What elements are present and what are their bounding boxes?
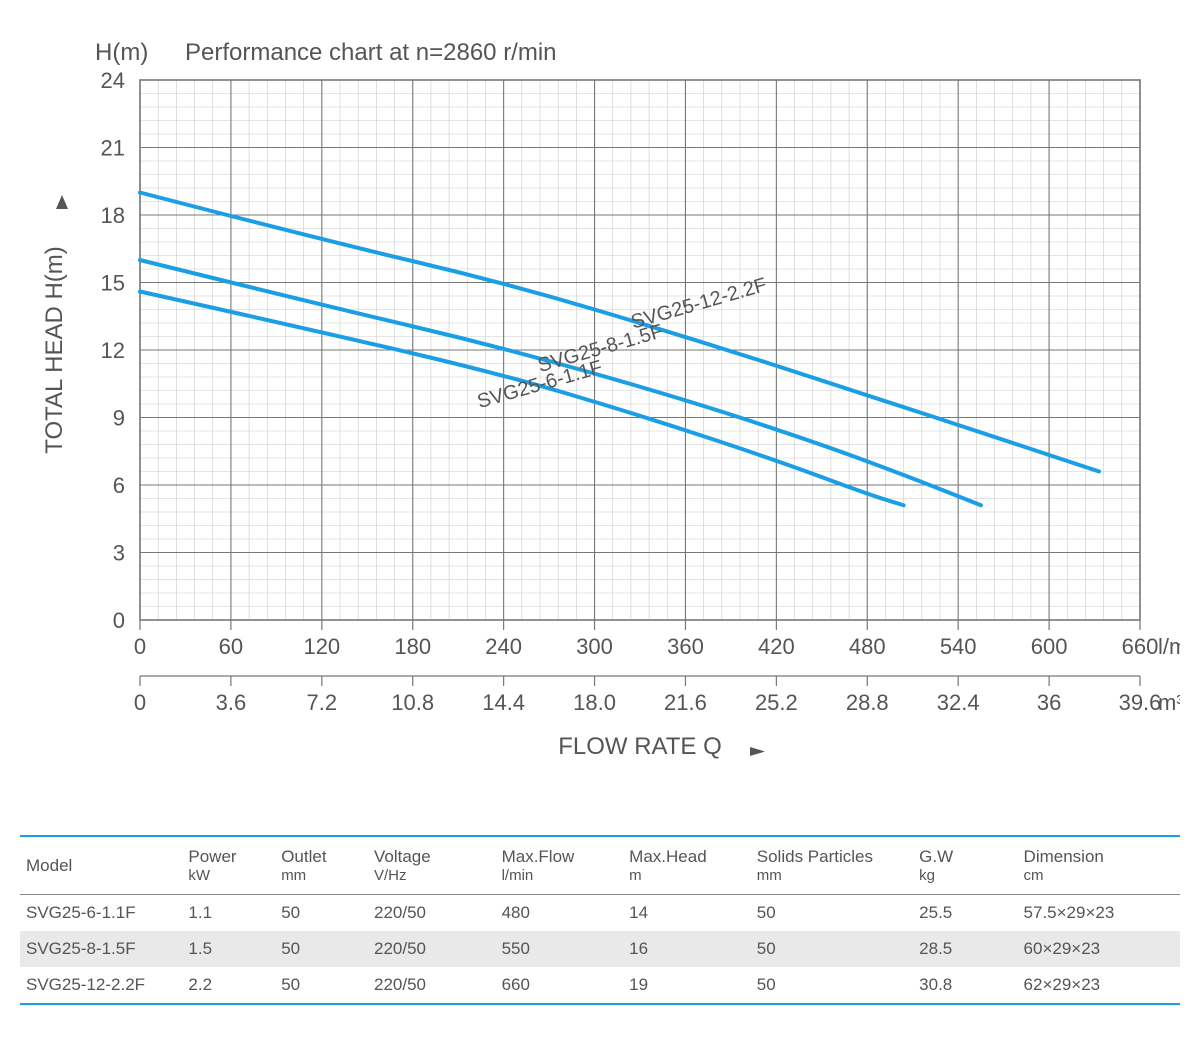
table-cell: 220/50 bbox=[368, 967, 496, 1004]
table-cell: 480 bbox=[496, 895, 624, 932]
svg-text:0: 0 bbox=[134, 634, 146, 659]
table-row: SVG25-12-2.2F2.250220/50660195030.862×29… bbox=[20, 967, 1180, 1004]
col-header: Outletmm bbox=[275, 836, 368, 895]
col-header: Solids Particlesmm bbox=[751, 836, 913, 895]
svg-text:32.4: 32.4 bbox=[937, 690, 980, 715]
table-cell: 660 bbox=[496, 967, 624, 1004]
col-header-label: Max.Head bbox=[629, 847, 706, 866]
svg-text:18: 18 bbox=[101, 203, 125, 228]
svg-text:600: 600 bbox=[1031, 634, 1068, 659]
svg-text:9: 9 bbox=[113, 406, 125, 431]
table-cell: 220/50 bbox=[368, 895, 496, 932]
table-cell: 19 bbox=[623, 967, 751, 1004]
col-header-unit: V/Hz bbox=[374, 867, 490, 884]
col-header-label: Voltage bbox=[374, 847, 431, 866]
svg-text:7.2: 7.2 bbox=[307, 690, 338, 715]
svg-text:540: 540 bbox=[940, 634, 977, 659]
svg-text:180: 180 bbox=[394, 634, 431, 659]
svg-text:39.6: 39.6 bbox=[1119, 690, 1162, 715]
col-header: PowerkW bbox=[182, 836, 275, 895]
svg-text:0: 0 bbox=[134, 690, 146, 715]
table-cell: 28.5 bbox=[913, 931, 1017, 967]
col-header-unit: mm bbox=[281, 867, 362, 884]
table-cell: 550 bbox=[496, 931, 624, 967]
table-cell: SVG25-12-2.2F bbox=[20, 967, 182, 1004]
table-cell: 50 bbox=[275, 931, 368, 967]
col-header-label: Power bbox=[188, 847, 236, 866]
table-cell: 50 bbox=[751, 931, 913, 967]
table-cell: 50 bbox=[275, 967, 368, 1004]
table-cell: 14 bbox=[623, 895, 751, 932]
svg-text:36: 36 bbox=[1037, 690, 1061, 715]
performance-chart: H(m)Performance chart at n=2860 r/min036… bbox=[20, 20, 1180, 815]
svg-text:480: 480 bbox=[849, 634, 886, 659]
svg-text:FLOW RATE Q: FLOW RATE Q bbox=[558, 733, 722, 760]
svg-text:TOTAL HEAD H(m): TOTAL HEAD H(m) bbox=[41, 246, 68, 454]
col-header-label: Dimension bbox=[1024, 847, 1104, 866]
col-header-label: Outlet bbox=[281, 847, 326, 866]
table-cell: 1.5 bbox=[182, 931, 275, 967]
table-cell: SVG25-6-1.1F bbox=[20, 895, 182, 932]
table-cell: 62×29×23 bbox=[1018, 967, 1180, 1004]
svg-text:15: 15 bbox=[101, 271, 125, 296]
svg-text:14.4: 14.4 bbox=[482, 690, 525, 715]
svg-text:360: 360 bbox=[667, 634, 704, 659]
table-cell: 50 bbox=[751, 967, 913, 1004]
svg-text:120: 120 bbox=[303, 634, 340, 659]
col-header: Max.Headm bbox=[623, 836, 751, 895]
svg-text:3: 3 bbox=[113, 541, 125, 566]
table-cell: 25.5 bbox=[913, 895, 1017, 932]
table-row: SVG25-6-1.1F1.150220/50480145025.557.5×2… bbox=[20, 895, 1180, 932]
chart-svg: H(m)Performance chart at n=2860 r/min036… bbox=[20, 20, 1180, 810]
table-row: SVG25-8-1.5F1.550220/50550165028.560×29×… bbox=[20, 931, 1180, 967]
col-header-unit: m bbox=[629, 867, 745, 884]
svg-text:0: 0 bbox=[113, 608, 125, 633]
col-header: Model bbox=[20, 836, 182, 895]
col-header: VoltageV/Hz bbox=[368, 836, 496, 895]
svg-text:18.0: 18.0 bbox=[573, 690, 616, 715]
col-header-unit: l/min bbox=[502, 867, 618, 884]
table-cell: 30.8 bbox=[913, 967, 1017, 1004]
svg-text:240: 240 bbox=[485, 634, 522, 659]
svg-text:l/min: l/min bbox=[1158, 634, 1180, 659]
table-cell: 16 bbox=[623, 931, 751, 967]
col-header-label: Model bbox=[26, 856, 72, 875]
col-header-unit: cm bbox=[1024, 867, 1174, 884]
table-cell: 50 bbox=[751, 895, 913, 932]
svg-text:25.2: 25.2 bbox=[755, 690, 798, 715]
svg-text:60: 60 bbox=[219, 634, 243, 659]
col-header-unit: kg bbox=[919, 867, 1011, 884]
col-header-label: Solids Particles bbox=[757, 847, 873, 866]
svg-text:6: 6 bbox=[113, 473, 125, 498]
col-header: Dimensioncm bbox=[1018, 836, 1180, 895]
svg-text:28.8: 28.8 bbox=[846, 690, 889, 715]
table-cell: 60×29×23 bbox=[1018, 931, 1180, 967]
svg-text:24: 24 bbox=[101, 68, 125, 93]
col-header-label: G.W bbox=[919, 847, 953, 866]
svg-text:21: 21 bbox=[101, 136, 125, 161]
table-cell: 57.5×29×23 bbox=[1018, 895, 1180, 932]
col-header: Max.Flowl/min bbox=[496, 836, 624, 895]
svg-text:21.6: 21.6 bbox=[664, 690, 707, 715]
svg-text:420: 420 bbox=[758, 634, 795, 659]
svg-text:660: 660 bbox=[1122, 634, 1159, 659]
svg-text:m³/h: m³/h bbox=[1158, 690, 1180, 715]
svg-text:300: 300 bbox=[576, 634, 613, 659]
svg-text:12: 12 bbox=[101, 338, 125, 363]
col-header-label: Max.Flow bbox=[502, 847, 575, 866]
table-cell: 220/50 bbox=[368, 931, 496, 967]
svg-text:10.8: 10.8 bbox=[391, 690, 434, 715]
svg-text:Performance chart at n=2860 r/: Performance chart at n=2860 r/min bbox=[185, 39, 557, 66]
col-header-unit: mm bbox=[757, 867, 907, 884]
table-cell: 2.2 bbox=[182, 967, 275, 1004]
svg-text:H(m): H(m) bbox=[95, 39, 148, 66]
col-header: G.Wkg bbox=[913, 836, 1017, 895]
spec-table: ModelPowerkWOutletmmVoltageV/HzMax.Flowl… bbox=[20, 835, 1180, 1005]
table-cell: 1.1 bbox=[182, 895, 275, 932]
table-cell: SVG25-8-1.5F bbox=[20, 931, 182, 967]
svg-text:3.6: 3.6 bbox=[216, 690, 247, 715]
col-header-unit: kW bbox=[188, 867, 269, 884]
table-cell: 50 bbox=[275, 895, 368, 932]
